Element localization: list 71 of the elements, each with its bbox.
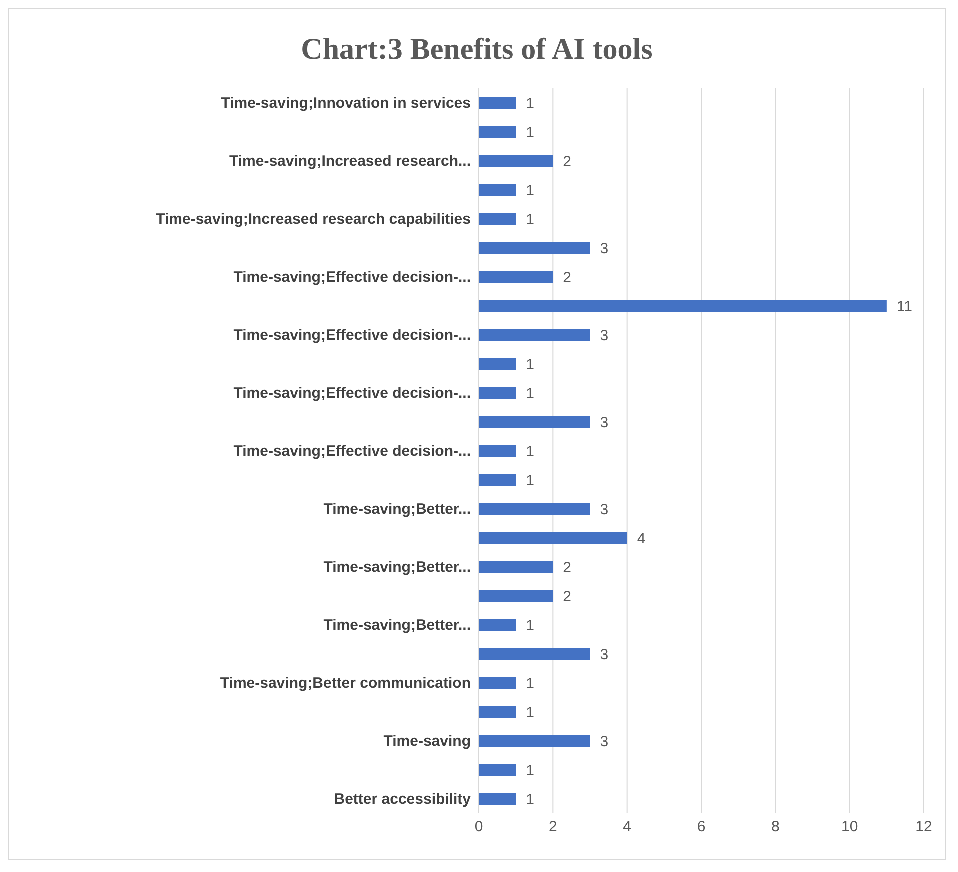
bar [479,561,554,573]
x-tick-label: 8 [771,818,780,836]
data-label: 1 [526,675,534,692]
bar [479,793,516,805]
bar [479,677,516,689]
data-label: 1 [526,472,534,490]
x-tick-label: 0 [474,818,484,836]
data-label: 3 [600,733,609,750]
bar [479,416,590,428]
x-tick-label: 10 [841,818,858,836]
bar [479,300,887,312]
y-tick-label: Time-saving;Better... [324,558,471,576]
y-tick-label: Time-saving;Innovation in services [221,94,471,112]
data-label: 3 [600,501,609,518]
data-label: 2 [563,269,572,286]
data-label: 1 [526,124,534,142]
x-tick-label: 6 [697,818,706,836]
bar [479,445,516,457]
data-label: 1 [526,704,534,722]
data-label: 3 [600,646,609,664]
data-label: 1 [526,791,534,808]
data-label: 1 [526,211,534,228]
bar [479,329,590,341]
data-label: 3 [600,240,609,258]
x-tick-label: 4 [623,818,632,836]
data-label: 2 [563,153,572,170]
bar [479,97,516,109]
x-tick-label: 12 [916,818,932,836]
data-label: 1 [526,617,534,634]
y-tick-label: Time-saving [384,732,471,750]
y-tick-label: Time-saving;Better... [324,616,471,634]
y-tick-label: Time-saving;Better communication [220,674,471,692]
y-tick-label: Time-saving;Increased research... [229,152,471,170]
data-label: 1 [526,182,534,200]
bar [479,387,516,399]
y-tick-label: Time-saving;Better... [324,500,471,518]
data-label: 4 [637,530,646,548]
bar [479,474,516,486]
y-tick-label: Time-saving;Effective decision-... [234,384,471,402]
bar [479,271,554,283]
y-tick-label: Time-saving;Effective decision-... [234,326,471,344]
bar [479,503,590,515]
chart-title: Chart:3 Benefits of AI tools [300,33,654,68]
x-tick-label: 2 [548,818,558,836]
y-tick-label: Time-saving;Increased research capabilities [156,210,471,228]
bar [479,735,590,747]
data-label: 11 [896,298,912,316]
data-label: 2 [563,588,572,606]
bar [479,706,516,718]
y-tick-label: Time-saving;Effective decision-... [234,442,471,460]
bar [479,358,516,370]
data-label: 3 [600,414,609,432]
y-tick-label: Time-saving;Effective decision-... [234,268,471,286]
data-label: 3 [600,327,609,344]
bar [479,213,516,225]
data-label: 1 [526,762,534,780]
data-label: 1 [526,95,534,112]
data-label: 1 [526,385,534,402]
data-label: 1 [526,443,534,460]
bar [479,532,628,544]
y-tick-label: Better accessibility [334,790,472,808]
bar [479,126,516,138]
data-label: 1 [526,356,534,374]
bar [479,764,516,776]
bar [479,155,554,167]
bar [479,184,516,196]
bar [479,242,590,254]
bar [479,590,554,602]
bar [479,619,516,631]
data-label: 2 [563,559,572,576]
bar [479,648,590,660]
